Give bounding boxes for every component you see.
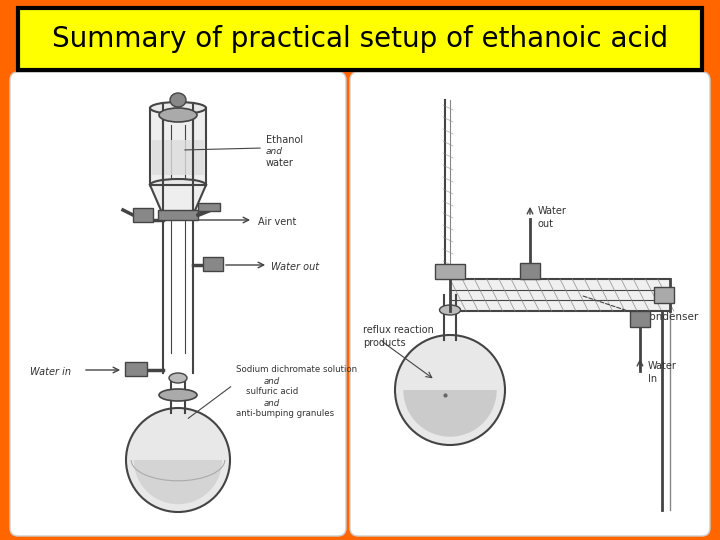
Ellipse shape [150, 179, 206, 191]
Bar [654, 287, 674, 303]
Bar [435, 264, 465, 279]
Bar [133, 208, 153, 222]
Text: anti-bumping granules: anti-bumping granules [236, 409, 334, 418]
Wedge shape [134, 460, 222, 504]
FancyBboxPatch shape [10, 72, 346, 536]
Ellipse shape [150, 102, 206, 114]
Text: Summary of practical setup of ethanoic acid: Summary of practical setup of ethanoic a… [52, 25, 668, 53]
Text: Ethanol: Ethanol [266, 135, 303, 145]
Text: Water: Water [538, 206, 567, 216]
Bar [150, 108, 206, 185]
Text: out: out [538, 219, 554, 229]
Bar [630, 311, 650, 327]
Circle shape [395, 335, 505, 445]
Text: Water out: Water out [271, 262, 319, 272]
Text: In: In [648, 374, 657, 384]
FancyBboxPatch shape [350, 72, 710, 536]
Bar [203, 257, 223, 271]
Ellipse shape [159, 389, 197, 401]
Text: Condenser: Condenser [642, 312, 698, 322]
Ellipse shape [159, 108, 197, 122]
Text: and: and [266, 147, 283, 157]
Bar [198, 203, 220, 211]
Text: Air vent: Air vent [258, 217, 297, 227]
Bar [450, 279, 670, 311]
Text: Water: Water [648, 361, 677, 371]
FancyBboxPatch shape [18, 8, 702, 70]
Bar [158, 210, 198, 220]
Wedge shape [403, 390, 497, 437]
Polygon shape [150, 185, 206, 215]
Text: and: and [264, 399, 280, 408]
Circle shape [126, 408, 230, 512]
Bar [125, 362, 147, 376]
Ellipse shape [439, 305, 461, 315]
Text: Sodium dichromate solution: Sodium dichromate solution [236, 366, 357, 375]
Text: Water in: Water in [30, 367, 71, 377]
Text: sulfuric acid: sulfuric acid [246, 388, 298, 396]
Text: and: and [264, 376, 280, 386]
Text: water: water [266, 158, 294, 168]
Ellipse shape [169, 373, 187, 383]
Text: products: products [363, 338, 405, 348]
Bar [520, 263, 540, 279]
Bar [152, 140, 204, 175]
Ellipse shape [170, 93, 186, 107]
Text: reflux reaction: reflux reaction [363, 325, 434, 335]
